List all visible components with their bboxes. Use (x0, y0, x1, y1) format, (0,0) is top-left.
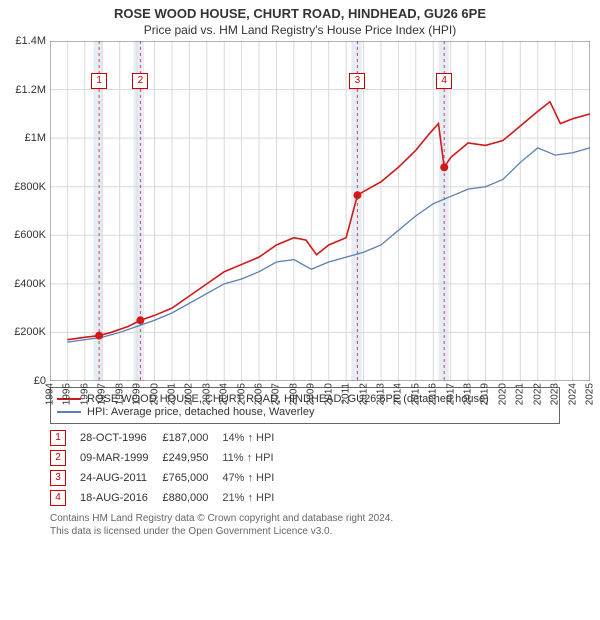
x-axis-label: 2005 (236, 383, 247, 405)
x-axis-label: 1998 (114, 383, 125, 405)
tx-marker-2: 2 (132, 73, 148, 89)
x-axis-label: 1994 (45, 383, 56, 405)
x-axis-label: 1995 (62, 383, 73, 405)
table-row: 1 28-OCT-1996£187,00014% ↑ HPI (50, 428, 288, 448)
tx-price: £187,000 (162, 428, 222, 448)
tx-num-box: 1 (50, 430, 66, 446)
price-chart: £0£200K£400K£600K£800K£1M£1.2M£1.4M19941… (50, 41, 590, 381)
x-axis-label: 2020 (497, 383, 508, 405)
y-axis-label: £800K (14, 181, 46, 193)
x-axis-label: 2008 (288, 383, 299, 405)
x-axis-label: 2013 (375, 383, 386, 405)
x-axis-label: 2004 (219, 383, 230, 405)
tx-date: 28-OCT-1996 (80, 428, 162, 448)
x-axis-label: 2022 (532, 383, 543, 405)
tx-delta: 47% ↑ HPI (222, 468, 288, 488)
x-axis-label: 2025 (585, 383, 596, 405)
footer-line1: Contains HM Land Registry data © Crown c… (50, 512, 590, 525)
x-axis-label: 2010 (323, 383, 334, 405)
x-axis-label: 2019 (480, 383, 491, 405)
x-axis-label: 2017 (445, 383, 456, 405)
transactions-table: 1 28-OCT-1996£187,00014% ↑ HPI 2 09-MAR-199… (50, 428, 288, 508)
tx-price: £880,000 (162, 488, 222, 508)
tx-date: 09-MAR-1999 (80, 448, 162, 468)
x-axis-label: 2024 (567, 383, 578, 405)
x-axis-label: 2006 (254, 383, 265, 405)
x-axis-label: 2000 (149, 383, 160, 405)
tx-marker-1: 1 (91, 73, 107, 89)
table-row: 3 24-AUG-2011£765,00047% ↑ HPI (50, 468, 288, 488)
x-axis-label: 2018 (463, 383, 474, 405)
x-axis-label: 2021 (515, 383, 526, 405)
tx-delta: 11% ↑ HPI (222, 448, 288, 468)
x-axis-label: 2012 (358, 383, 369, 405)
x-axis-label: 2023 (550, 383, 561, 405)
x-axis-label: 2007 (271, 383, 282, 405)
tx-price: £765,000 (162, 468, 222, 488)
x-axis-label: 2002 (184, 383, 195, 405)
x-axis-label: 1997 (97, 383, 108, 405)
x-axis-label: 1999 (132, 383, 143, 405)
tx-delta: 21% ↑ HPI (222, 488, 288, 508)
tx-marker-3: 3 (349, 73, 365, 89)
y-axis-label: £400K (14, 278, 46, 290)
y-axis-label: £600K (14, 229, 46, 241)
x-axis-label: 2015 (410, 383, 421, 405)
legend-swatch (57, 411, 81, 413)
x-axis-label: 1996 (79, 383, 90, 405)
footer: Contains HM Land Registry data © Crown c… (50, 512, 590, 538)
x-axis-label: 2003 (201, 383, 212, 405)
y-axis-label: £1.4M (15, 35, 46, 47)
page-subtitle: Price paid vs. HM Land Registry's House … (0, 21, 600, 41)
tx-date: 18-AUG-2016 (80, 488, 162, 508)
table-row: 2 09-MAR-1999£249,95011% ↑ HPI (50, 448, 288, 468)
x-axis-label: 2009 (306, 383, 317, 405)
footer-line2: This data is licensed under the Open Gov… (50, 525, 590, 538)
tx-date: 24-AUG-2011 (80, 468, 162, 488)
legend-row: HPI: Average price, detached house, Wave… (57, 406, 553, 418)
table-row: 4 18-AUG-2016£880,00021% ↑ HPI (50, 488, 288, 508)
x-axis-label: 2016 (428, 383, 439, 405)
y-axis-label: £1M (25, 132, 46, 144)
x-axis-label: 2011 (341, 383, 352, 405)
tx-num-box: 4 (50, 490, 66, 506)
y-axis-label: £200K (14, 326, 46, 338)
tx-num-box: 2 (50, 450, 66, 466)
x-axis-label: 2014 (393, 383, 404, 405)
tx-delta: 14% ↑ HPI (222, 428, 288, 448)
y-axis-label: £1.2M (15, 84, 46, 96)
legend-label: HPI: Average price, detached house, Wave… (87, 406, 314, 418)
tx-marker-4: 4 (436, 73, 452, 89)
tx-num-box: 3 (50, 470, 66, 486)
tx-price: £249,950 (162, 448, 222, 468)
x-axis-label: 2001 (166, 383, 177, 405)
page-title: ROSE WOOD HOUSE, CHURT ROAD, HINDHEAD, G… (0, 0, 600, 21)
